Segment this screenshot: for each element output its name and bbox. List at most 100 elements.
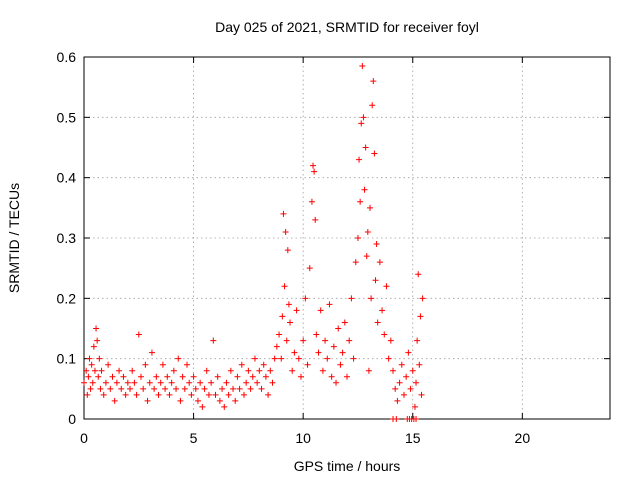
data-point [168,379,175,386]
data-point [137,373,144,380]
data-point [216,397,223,404]
data-point [105,361,112,368]
data-point [258,385,265,392]
data-point [413,379,420,386]
data-point [418,391,425,398]
y-axis-label: SRMTID / TECUs [6,183,22,293]
data-point [328,373,335,380]
data-point [297,373,304,380]
x-tick-label: 10 [295,430,311,446]
data-point [87,385,94,392]
data-point [405,349,412,356]
data-point [287,319,294,326]
data-point [148,349,155,356]
data-point [341,319,348,326]
data-point [371,150,378,157]
data-point [269,379,276,386]
data-point [247,385,254,392]
data-point [281,283,288,290]
data-point [254,379,261,386]
data-point [234,373,241,380]
data-point [291,349,298,356]
data-point [88,361,95,368]
data-point [111,397,118,404]
data-point [159,361,166,368]
data-point [157,379,164,386]
data-point [93,325,100,332]
data-point [133,391,140,398]
data-point [265,391,272,398]
data-point [300,337,307,344]
data-point [262,373,269,380]
y-tick-label: 0.2 [57,290,77,306]
data-point [398,361,405,368]
data-point [330,343,337,350]
data-point [194,397,201,404]
y-tick-label: 0.5 [57,109,77,125]
data-point [285,301,292,308]
x-tick-label: 15 [405,430,421,446]
data-point [302,295,309,302]
data-point [417,313,424,320]
data-point [359,63,366,70]
data-point [372,277,379,284]
data-point [131,379,138,386]
data-point [227,367,234,374]
data-point [127,385,134,392]
data-point [419,295,426,302]
data-point [370,78,377,85]
data-point [84,391,91,398]
data-point [109,373,116,380]
data-point [381,331,388,338]
data-point [142,361,149,368]
data-point [97,385,104,392]
data-point [367,204,374,211]
data-point [94,337,101,344]
data-point [415,271,422,278]
data-point [98,367,105,374]
data-point [308,198,315,205]
data-point [413,416,420,422]
data-point [283,337,290,344]
data-point [243,379,250,386]
data-point [289,367,296,374]
data-point [113,379,120,386]
grid [84,57,610,419]
data-point [120,373,127,380]
data-point [164,373,171,380]
data-point [409,367,416,374]
data-point [225,391,232,398]
data-point [315,349,322,356]
data-point [166,391,173,398]
data-point [177,397,184,404]
data-point [153,373,160,380]
data-point [280,210,287,217]
data-point [91,367,98,374]
y-tick-label: 0 [68,411,76,427]
data-point [86,355,93,362]
data-point [162,385,169,392]
data-point [245,367,252,374]
data-point [362,144,369,151]
data-point [346,337,353,344]
data-point [333,379,340,386]
data-point [192,385,199,392]
data-point [146,379,153,386]
x-tick-label: 20 [515,430,531,446]
data-point [214,373,221,380]
data-point [279,313,286,320]
data-point [232,397,239,404]
data-point [348,295,355,302]
data-point [385,355,392,362]
data-point [267,367,274,374]
data-point [394,397,401,404]
data-point [249,373,256,380]
data-point [197,379,204,386]
data-point [379,307,386,314]
data-point [140,385,147,392]
data-point [337,361,344,368]
data-point [393,416,400,422]
data-point [376,259,383,266]
data-point [122,391,129,398]
data-point [100,391,107,398]
